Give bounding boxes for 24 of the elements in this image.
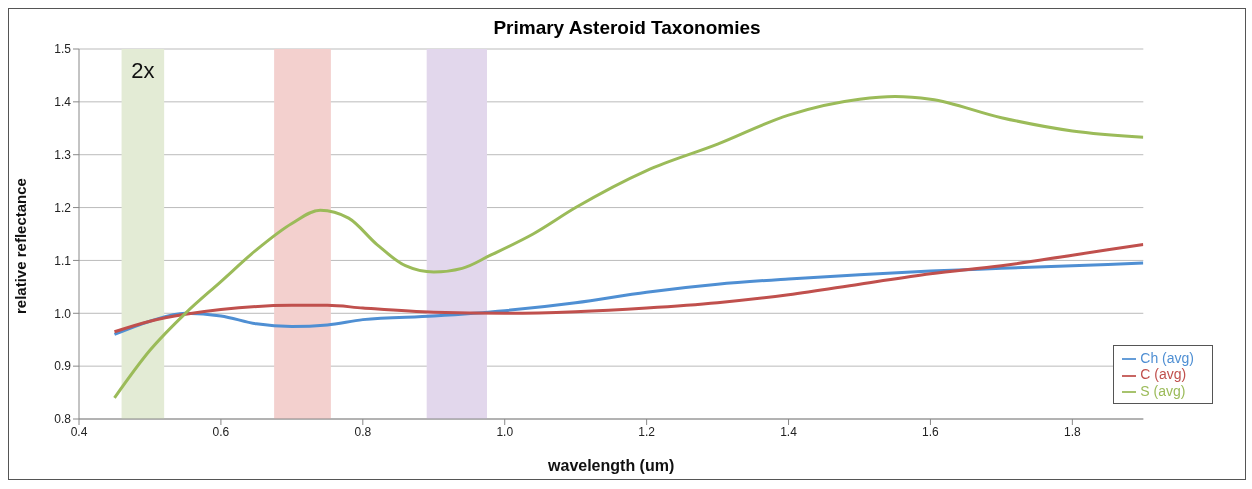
legend-label: C (avg)	[1140, 366, 1187, 383]
x-axis-title: wavelength (um)	[547, 457, 675, 474]
y-tick-label: 1.4	[54, 95, 72, 110]
y-tick-label: 0.8	[54, 412, 72, 427]
x-tick-label: 0.4	[70, 424, 88, 439]
x-tick-label: 1.8	[1064, 424, 1082, 439]
y-axis-title: relative reflectance	[12, 178, 30, 314]
band-label: 2x	[131, 57, 155, 83]
legend-label: S (avg)	[1140, 382, 1186, 399]
y-tick-label: 1.1	[54, 253, 72, 268]
x-tick-label: 1.0	[496, 424, 514, 439]
y-tick-label: 1.0	[54, 306, 72, 321]
x-tick-label: 1.2	[638, 424, 656, 439]
y-tick-label: 1.3	[54, 147, 72, 162]
y-tick-label: 1.2	[54, 200, 72, 215]
x-tick-label: 1.6	[922, 424, 940, 439]
y-tick-label: 1.5	[54, 42, 72, 57]
x-tick-label: 0.8	[354, 424, 372, 439]
line-series	[112, 243, 1144, 334]
legend-label: Ch (avg)	[1140, 350, 1194, 367]
x-tick-label: 1.4	[780, 424, 798, 439]
chart-title: Primary Asteroid Taxonomies	[492, 16, 762, 39]
y-tick-label: 0.9	[54, 359, 72, 374]
x-tick-label: 0.6	[212, 424, 230, 439]
